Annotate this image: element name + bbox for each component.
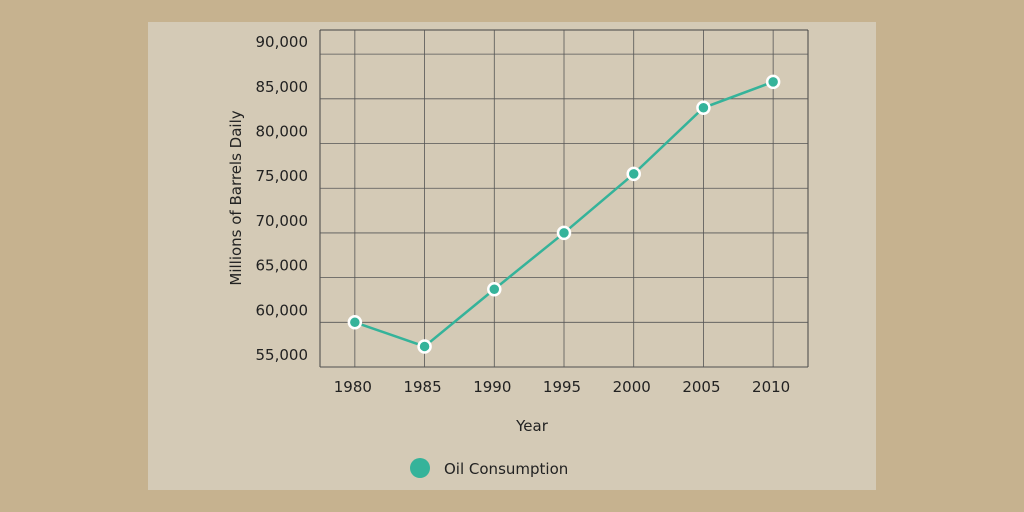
panel xyxy=(148,22,876,490)
point xyxy=(626,166,641,182)
legend-label: Oil Consumption xyxy=(444,460,568,478)
point xyxy=(556,225,572,241)
x-tick-label: 1990 xyxy=(473,378,511,396)
x-axis-title: Year xyxy=(515,417,549,435)
x-tick-label: 2010 xyxy=(752,378,790,396)
point xyxy=(765,74,781,90)
y-tick-label: 60,000 xyxy=(256,301,309,319)
y-tick-label: 55,000 xyxy=(256,346,309,364)
x-tick-label: 1980 xyxy=(334,378,372,396)
y-tick-label: 80,000 xyxy=(256,123,309,141)
x-tick-label: 1985 xyxy=(403,378,441,396)
x-tick-label: 2005 xyxy=(682,378,720,396)
y-tick-label: 75,000 xyxy=(256,167,309,185)
point xyxy=(487,281,502,297)
y-tick-label: 65,000 xyxy=(256,257,309,275)
y-axis-title: Millions of Barrels Daily xyxy=(227,110,245,285)
y-tick-label: 85,000 xyxy=(256,78,309,96)
y-tick-label: 70,000 xyxy=(256,212,309,230)
x-tick-label: 2000 xyxy=(613,378,651,396)
point xyxy=(347,315,363,330)
point xyxy=(696,100,711,116)
y-tick-label: 90,000 xyxy=(256,33,309,51)
x-tick-label: 1995 xyxy=(543,378,581,396)
legend-swatch xyxy=(410,458,430,478)
point xyxy=(417,339,432,354)
